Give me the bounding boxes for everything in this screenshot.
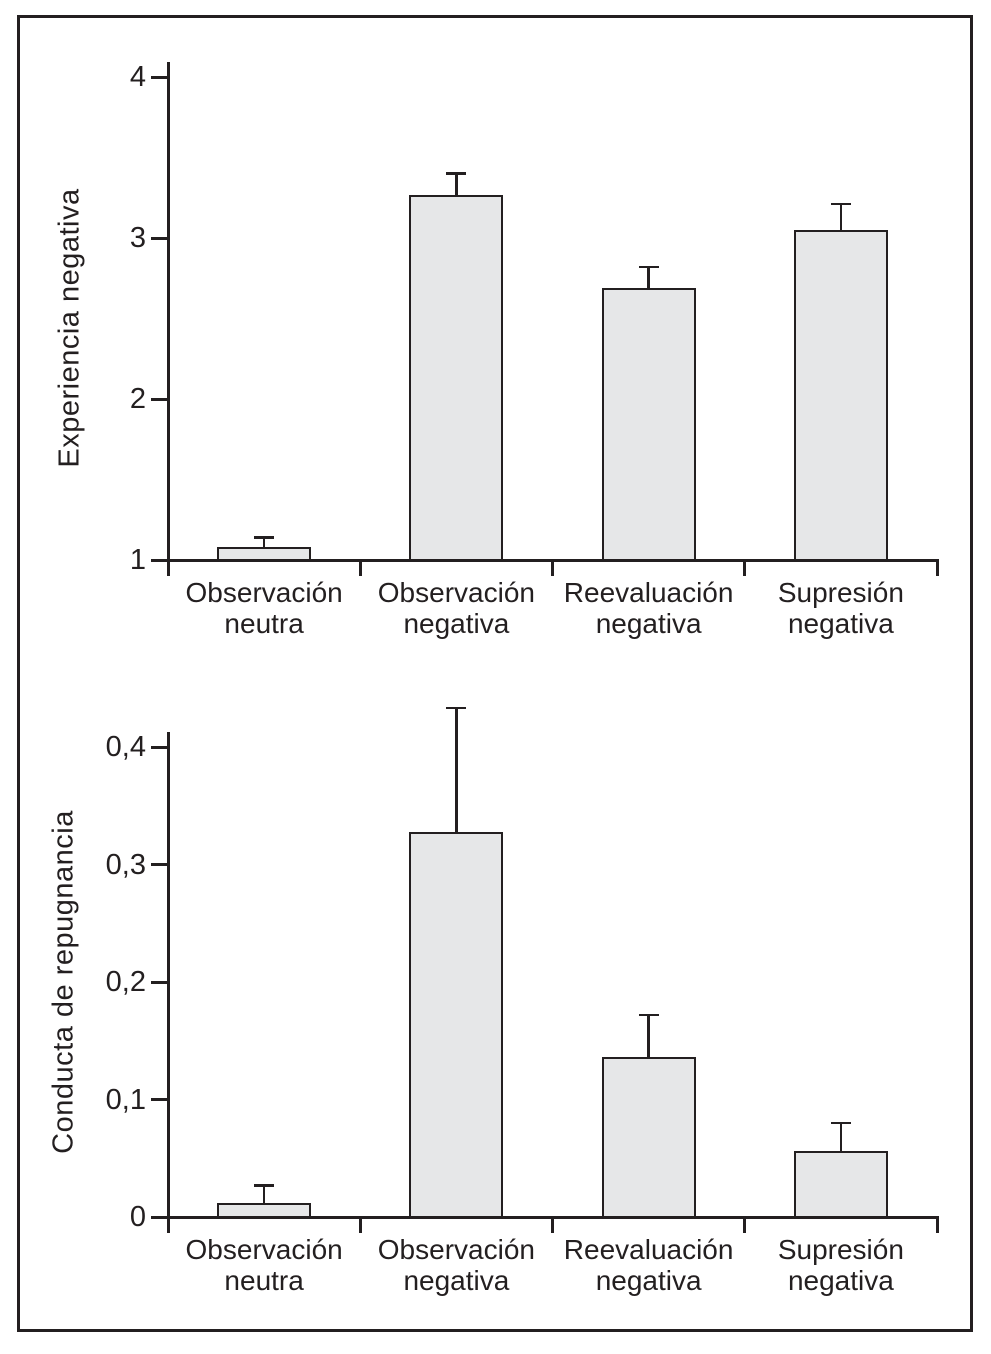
y-tick-label: 0,2 [105, 966, 146, 998]
bar [217, 547, 312, 560]
y-tick [150, 863, 167, 866]
y-tick-label: 2 [129, 383, 146, 415]
category-label: Reevaluación negativa [563, 577, 734, 639]
x-tick [935, 560, 939, 576]
error-bar-cap [830, 202, 851, 206]
error-bar-stem [262, 1185, 266, 1203]
error-bar-stem [839, 204, 843, 230]
error-bar-cap [446, 172, 467, 175]
y-tick-label: 4 [129, 61, 146, 93]
bar [793, 1151, 888, 1217]
x-tick [743, 1217, 747, 1233]
y-tick [150, 236, 167, 240]
x-tick [551, 1217, 554, 1233]
x-tick [743, 560, 747, 576]
y-tick-label: 1 [129, 544, 146, 576]
error-bar-stem [839, 1123, 843, 1152]
y-tick [150, 558, 167, 562]
error-bar-cap [638, 265, 659, 269]
bar [217, 1202, 312, 1217]
error-bar-stem [455, 708, 458, 832]
error-bar-stem [455, 173, 458, 195]
x-tick [935, 1217, 939, 1233]
error-bar-stem [647, 1014, 650, 1058]
x-tick [358, 560, 362, 576]
category-label: Supresión negativa [777, 577, 904, 639]
y-tick [150, 745, 167, 749]
error-bar-stem [647, 266, 650, 288]
x-tick [358, 1217, 362, 1233]
category-label: Observación neutra [185, 577, 343, 639]
category-label: Supresión negativa [777, 1234, 904, 1296]
bar [409, 831, 504, 1217]
error-bar-cap [446, 706, 467, 710]
category-label: Observación negativa [377, 577, 535, 639]
category-label: Observación neutra [185, 1234, 343, 1296]
bar [601, 287, 696, 560]
error-bar-stem [262, 537, 266, 548]
bar [409, 194, 504, 560]
category-label: Reevaluación negativa [563, 1234, 734, 1296]
error-bar-cap [254, 536, 275, 539]
error-bar-cap [254, 1184, 275, 1187]
y-tick-label: 0 [129, 1201, 146, 1233]
y-tick-label: 0,4 [105, 731, 146, 763]
x-tick [551, 560, 554, 576]
error-bar-cap [638, 1013, 659, 1017]
y-tick [150, 1215, 167, 1219]
bar [601, 1057, 696, 1217]
y-axis [166, 62, 170, 576]
y-tick [150, 397, 167, 401]
y-tick-label: 0,3 [105, 848, 146, 881]
y-tick-label: 0,1 [105, 1083, 146, 1116]
y-tick [150, 75, 167, 79]
y-tick-label: 3 [129, 222, 146, 254]
y-axis [166, 732, 170, 1233]
bar [793, 229, 888, 560]
error-bar-cap [830, 1121, 851, 1125]
y-tick [150, 1098, 167, 1101]
y-tick [150, 980, 167, 984]
category-label: Observación negativa [377, 1234, 535, 1296]
